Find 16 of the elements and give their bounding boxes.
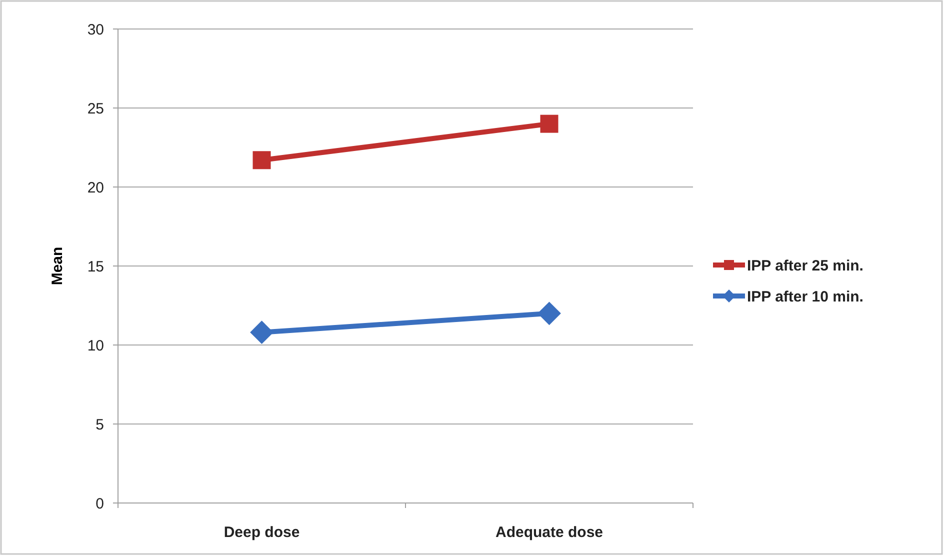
y-tick-label: 20 xyxy=(87,179,104,196)
y-tick-label: 5 xyxy=(96,416,104,434)
y-tick-label: 10 xyxy=(87,337,104,354)
y-tick-label: 15 xyxy=(87,258,104,276)
y-tick-label: 0 xyxy=(96,495,104,512)
point xyxy=(252,151,271,170)
point xyxy=(538,302,561,326)
legend-label: IPP after 25 min. xyxy=(747,257,864,274)
y-tick-label: 30 xyxy=(87,21,104,38)
legend-label: IPP after 10 min. xyxy=(747,288,864,306)
x-tick-label: Adequate dose xyxy=(495,524,604,541)
y-axis-title: Mean xyxy=(49,246,66,286)
x-tick-label: Deep dose xyxy=(224,524,300,541)
point xyxy=(540,114,558,133)
point xyxy=(250,320,274,344)
y-tick-label: 25 xyxy=(87,100,104,118)
